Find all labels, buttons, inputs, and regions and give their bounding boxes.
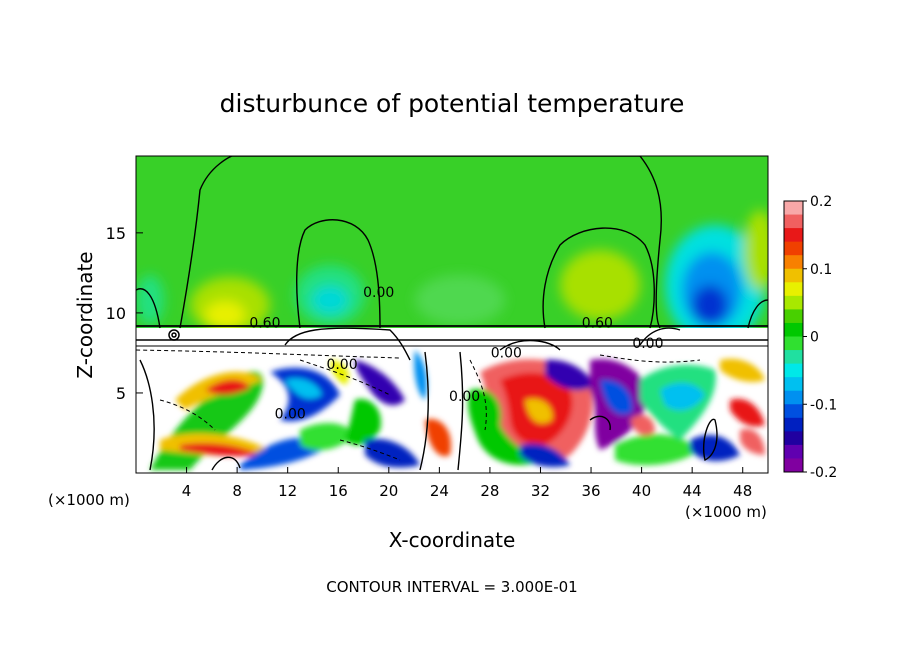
- colorbar-swatch: [784, 214, 803, 229]
- colorbar-swatch: [784, 309, 803, 324]
- x-tick-label: 24: [430, 482, 449, 500]
- colorbar-swatch: [784, 417, 803, 432]
- x-tick-label: 8: [232, 482, 242, 500]
- y-tick-label: 5: [116, 384, 126, 403]
- colorbar-swatch: [784, 350, 803, 365]
- contour-label: 0.00: [491, 346, 522, 362]
- colorbar-swatch: [784, 458, 803, 473]
- contour-label: 0.60: [582, 315, 613, 331]
- x-tick-label: 40: [632, 482, 651, 500]
- contour-label: 0.00: [363, 285, 394, 301]
- upper-field-features: [136, 210, 768, 345]
- plot-frame: [135, 155, 769, 474]
- contour-marker: [168, 329, 180, 341]
- colorbar-swatch: [784, 390, 803, 405]
- y-tick-label: 10: [106, 304, 126, 323]
- contour-label-layer: 0.60 0.60 0.00 0.00 0.00 0.00 0.00 0.00: [249, 285, 663, 423]
- x-tick-label: 32: [531, 482, 550, 500]
- x-tick-label: 16: [329, 482, 348, 500]
- colorbar-swatch: [784, 201, 803, 216]
- y-tick-label: 15: [106, 224, 126, 243]
- contour-label: 0.00: [632, 336, 663, 352]
- colorbar-tick-label: 0.2: [810, 194, 832, 210]
- x-axis: 4 8 12 16 20 24 28 32 36 40 44 48: [182, 467, 752, 500]
- colorbar: 0.2 0.1 0 -0.1 -0.2: [783, 194, 837, 481]
- colorbar-tick-label: -0.1: [810, 397, 837, 413]
- x-unit-label: (×1000 m): [48, 491, 130, 509]
- contour-label: 0.60: [249, 315, 280, 331]
- x-axis-label: X-coordinate: [389, 528, 516, 552]
- colorbar-tick-label: -0.2: [810, 465, 837, 481]
- y-axis: 5 10 15: [106, 224, 143, 403]
- colorbar-swatch: [784, 282, 803, 297]
- x-tick-label: 36: [581, 482, 600, 500]
- colorbar-swatch: [784, 404, 803, 419]
- colorbar-swatch: [784, 255, 803, 270]
- colorbar-swatch: [784, 228, 803, 243]
- colorbar-swatch: [784, 377, 803, 392]
- x-tick-label: 20: [379, 482, 398, 500]
- colorbar-swatch: [784, 336, 803, 351]
- colorbar-swatch: [784, 444, 803, 459]
- colorbar-tick-label: 0: [810, 330, 819, 346]
- y-unit-label: (×1000 m): [685, 503, 767, 521]
- contour-interval-footer: CONTOUR INTERVAL = 3.000E-01: [326, 578, 577, 596]
- x-tick-label: 44: [683, 482, 702, 500]
- colorbar-swatch: [784, 363, 803, 378]
- inversion-band: [136, 328, 768, 346]
- colorbar-swatch: [784, 322, 803, 337]
- x-tick-label: 12: [278, 482, 297, 500]
- contour-label: 0.00: [449, 389, 480, 405]
- colorbar-swatch: [784, 268, 803, 283]
- colorbar-swatch: [784, 295, 803, 310]
- contour-lines: [136, 156, 768, 471]
- contour-label: 0.00: [275, 407, 306, 423]
- colorbar-tick-label: 0.1: [810, 262, 832, 278]
- colorbar-swatch: [784, 241, 803, 256]
- y-axis-label: Z-coordinate: [73, 251, 97, 378]
- plot-area: [136, 156, 768, 473]
- contour-label: 0.00: [326, 357, 357, 373]
- colorbar-swatch: [784, 431, 803, 446]
- dashed-contours: [136, 349, 701, 461]
- x-tick-label: 48: [733, 482, 752, 500]
- x-tick-label: 28: [480, 482, 499, 500]
- chart-title: disturbunce of potential temperature: [220, 89, 685, 118]
- x-tick-label: 4: [182, 482, 192, 500]
